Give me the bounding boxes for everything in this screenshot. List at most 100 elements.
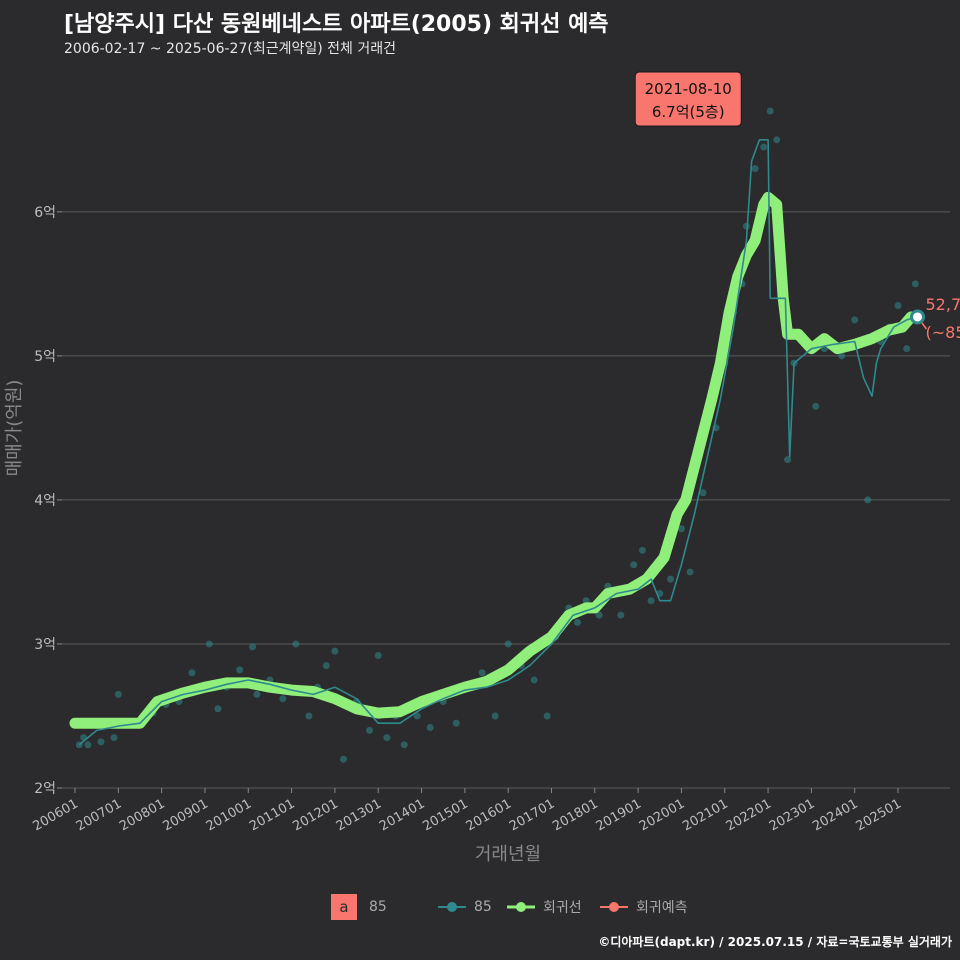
legend-regression-swatch [507, 902, 535, 912]
trade-point [491, 712, 499, 720]
legend-size-key: a 85 [331, 893, 387, 921]
max-trade-annotation: 2021-08-10 6.7억(5층) [634, 71, 742, 127]
trade-point [504, 640, 512, 648]
trade-point [838, 352, 846, 360]
chart-legend: a 85 85 회귀선 회귀예측 [0, 893, 960, 921]
trade-point [617, 611, 625, 619]
legend-forecast-swatch [600, 902, 628, 912]
y-tick-label: 3억 [34, 637, 56, 653]
forecast-point [910, 309, 926, 325]
trade-point [478, 669, 486, 677]
trade-point [903, 345, 911, 353]
x-tick-label: 201301 [334, 796, 384, 834]
forecast-area-label: (~85㎡) [926, 323, 960, 342]
trade-point [400, 741, 408, 749]
max-trade-box [634, 71, 742, 127]
trade-point [110, 734, 118, 742]
trade-point [374, 651, 382, 659]
trade-point [543, 712, 551, 720]
legend-trade-swatch [438, 902, 466, 912]
max-trade-date: 2021-08-10 [645, 80, 732, 98]
x-tick-label: 202301 [767, 796, 817, 834]
legend-size-label: 85 [369, 899, 387, 915]
trade-point [366, 726, 374, 734]
x-tick-label: 201101 [247, 796, 297, 834]
forecast-value-label: 52,729 [926, 295, 960, 314]
x-tick-label: 200701 [74, 796, 124, 834]
y-tick-label: 4억 [34, 493, 56, 509]
x-tick-label: 201001 [204, 796, 254, 834]
trade-point [114, 690, 122, 698]
x-tick-label: 202501 [854, 796, 904, 834]
trade-point [667, 575, 675, 583]
trade-point [851, 316, 859, 324]
trade-point [279, 695, 287, 703]
trade-point [573, 618, 581, 626]
trade-point [84, 741, 92, 749]
x-tick-label: 202201 [724, 796, 774, 834]
x-tick-label: 202101 [680, 796, 730, 834]
trade-point [530, 676, 538, 684]
legend-regression-label: 회귀선 [543, 900, 582, 916]
legend-forecast-label: 회귀예측 [636, 900, 688, 916]
trade-point [236, 666, 244, 674]
y-tick-label: 5억 [34, 349, 56, 365]
trade-point [699, 489, 707, 497]
trade-point [305, 712, 313, 720]
trade-point [249, 643, 257, 651]
x-tick-label: 200601 [31, 796, 81, 834]
chart-title: [남양주시] 다산 동원베네스트 아파트(2005) 회귀선 예측 [64, 12, 609, 37]
x-tick-label: 200901 [160, 796, 210, 834]
trade-point [214, 705, 222, 713]
trade-point [97, 738, 105, 746]
x-tick-label: 201801 [550, 796, 600, 834]
trade-point [595, 611, 603, 619]
source-footer: ©디아파트(dapt.kr) / 2025.07.15 / 자료=국토교통부 실… [598, 935, 952, 949]
y-axis-label: 매매가(억원) [4, 380, 25, 477]
max-trade-price: 6.7억(5층) [652, 103, 725, 121]
chart-subtitle: 2006-02-17 ~ 2025-06-27(최근계약일) 전체 거래건 [64, 41, 396, 57]
legend-size-swatch: a [331, 894, 357, 920]
trade-point [292, 640, 300, 648]
trade-point [760, 143, 768, 151]
legend-trade-label: 85 [474, 899, 492, 915]
x-tick-label: 202401 [810, 796, 860, 834]
x-tick-label: 201901 [594, 796, 644, 834]
x-tick-label: 201501 [420, 796, 470, 834]
regression-line [69, 191, 923, 729]
x-tick-label: 202001 [637, 796, 687, 834]
y-tick-label: 2억 [34, 781, 56, 797]
trade-point [766, 107, 774, 115]
trade-point [452, 719, 460, 727]
trade-point [911, 280, 919, 288]
trade-point [340, 755, 348, 763]
x-tick-label: 200801 [117, 796, 167, 834]
x-tick-label: 201201 [290, 796, 340, 834]
trade-point [751, 165, 759, 173]
trade-point [784, 456, 792, 464]
trade-point [322, 662, 330, 670]
trade-point [864, 496, 872, 504]
x-tick-label: 201601 [464, 796, 514, 834]
trade-point [426, 724, 434, 732]
trade-point [188, 669, 196, 677]
x-tick-label: 201701 [507, 796, 557, 834]
trade-point [253, 690, 261, 698]
trade-point [894, 301, 902, 309]
legend-trade: 85 [436, 893, 492, 921]
trade-point [677, 525, 685, 533]
x-tick-label: 201401 [377, 796, 427, 834]
trade-point [773, 136, 781, 144]
trade-point [383, 734, 391, 742]
trade-point [630, 561, 638, 569]
trade-point [812, 402, 820, 410]
legend-forecast: 회귀예측 [598, 893, 688, 921]
trade-point [647, 597, 655, 605]
trade-line [78, 139, 918, 746]
trade-point [413, 712, 421, 720]
legend-regression: 회귀선 [505, 893, 582, 921]
trade-point [331, 647, 339, 655]
trade-point [638, 546, 646, 554]
y-tick-label: 6억 [34, 205, 56, 221]
